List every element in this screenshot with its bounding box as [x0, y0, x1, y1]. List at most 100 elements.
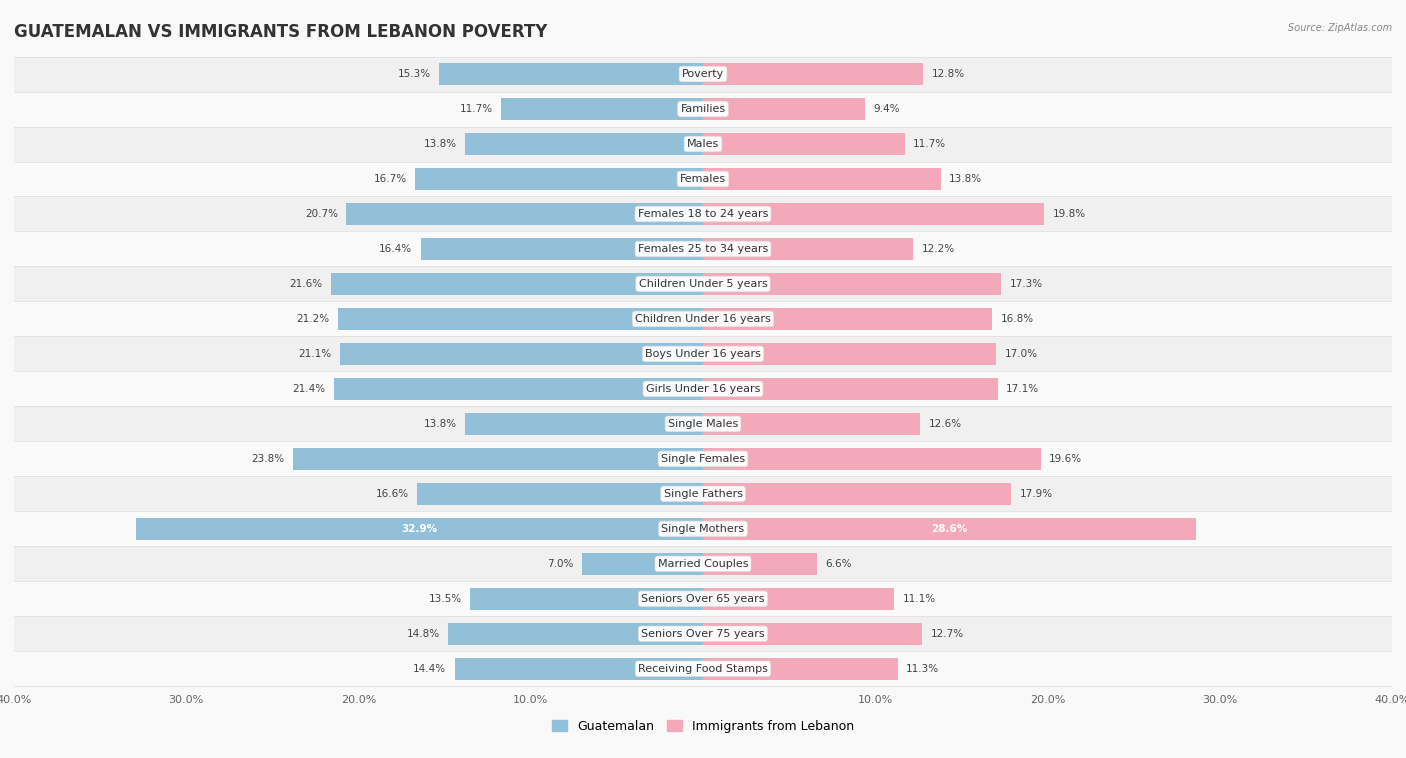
Text: 7.0%: 7.0% — [547, 559, 574, 568]
Bar — [703, 588, 894, 609]
Text: Females 18 to 24 years: Females 18 to 24 years — [638, 209, 768, 219]
Bar — [14, 92, 1392, 127]
Text: 13.5%: 13.5% — [429, 594, 461, 604]
Bar — [502, 99, 703, 120]
Bar — [136, 518, 703, 540]
Text: 19.8%: 19.8% — [1053, 209, 1085, 219]
Bar — [465, 133, 703, 155]
Text: 17.3%: 17.3% — [1010, 279, 1043, 289]
Bar — [703, 63, 924, 85]
Bar — [703, 518, 1195, 540]
Text: Girls Under 16 years: Girls Under 16 years — [645, 384, 761, 394]
Bar — [14, 512, 1392, 547]
Bar — [703, 413, 920, 435]
Bar — [415, 168, 703, 190]
Text: Receiving Food Stamps: Receiving Food Stamps — [638, 664, 768, 674]
Bar — [14, 127, 1392, 161]
Bar — [14, 581, 1392, 616]
Text: 16.7%: 16.7% — [374, 174, 406, 184]
Bar — [14, 406, 1392, 441]
Bar — [440, 63, 703, 85]
Text: 15.3%: 15.3% — [398, 69, 430, 79]
Text: Single Males: Single Males — [668, 419, 738, 429]
Text: Single Mothers: Single Mothers — [661, 524, 745, 534]
Text: 14.4%: 14.4% — [413, 664, 446, 674]
Bar — [14, 337, 1392, 371]
Text: 9.4%: 9.4% — [873, 104, 900, 114]
Bar — [449, 623, 703, 644]
Bar — [703, 483, 1011, 505]
Text: Boys Under 16 years: Boys Under 16 years — [645, 349, 761, 359]
Bar — [14, 371, 1392, 406]
Text: 12.8%: 12.8% — [932, 69, 965, 79]
Bar — [465, 413, 703, 435]
Text: 17.1%: 17.1% — [1007, 384, 1039, 394]
Text: 6.6%: 6.6% — [825, 559, 852, 568]
Bar — [418, 483, 703, 505]
Text: Females: Females — [681, 174, 725, 184]
Bar — [703, 308, 993, 330]
Bar — [14, 616, 1392, 651]
Text: 16.8%: 16.8% — [1001, 314, 1033, 324]
Text: 14.8%: 14.8% — [406, 629, 440, 639]
Bar — [14, 231, 1392, 267]
Text: 11.1%: 11.1% — [903, 594, 936, 604]
Bar — [14, 196, 1392, 231]
Bar — [471, 588, 703, 609]
Bar — [703, 378, 997, 399]
Bar — [703, 623, 922, 644]
Text: 13.8%: 13.8% — [423, 139, 457, 149]
Bar — [703, 238, 912, 260]
Text: 13.8%: 13.8% — [423, 419, 457, 429]
Bar — [703, 658, 897, 680]
Text: 21.2%: 21.2% — [297, 314, 329, 324]
Legend: Guatemalan, Immigrants from Lebanon: Guatemalan, Immigrants from Lebanon — [547, 715, 859, 738]
Bar — [703, 133, 904, 155]
Text: 17.0%: 17.0% — [1004, 349, 1038, 359]
Text: 11.7%: 11.7% — [912, 139, 946, 149]
Bar — [14, 302, 1392, 337]
Bar — [14, 476, 1392, 512]
Text: Source: ZipAtlas.com: Source: ZipAtlas.com — [1288, 23, 1392, 33]
Text: Children Under 16 years: Children Under 16 years — [636, 314, 770, 324]
Bar — [337, 308, 703, 330]
Text: Single Females: Single Females — [661, 454, 745, 464]
Text: 16.6%: 16.6% — [375, 489, 409, 499]
Bar — [703, 168, 941, 190]
Bar — [703, 553, 817, 575]
Bar — [582, 553, 703, 575]
Bar — [14, 57, 1392, 92]
Text: Single Fathers: Single Fathers — [664, 489, 742, 499]
Bar — [703, 99, 865, 120]
Text: 17.9%: 17.9% — [1019, 489, 1053, 499]
Bar — [703, 203, 1045, 225]
Bar — [14, 161, 1392, 196]
Text: 12.6%: 12.6% — [928, 419, 962, 429]
Text: 19.6%: 19.6% — [1049, 454, 1083, 464]
Bar — [703, 448, 1040, 470]
Text: 20.7%: 20.7% — [305, 209, 337, 219]
Text: 12.2%: 12.2% — [922, 244, 955, 254]
Text: 12.7%: 12.7% — [931, 629, 963, 639]
Text: 13.8%: 13.8% — [949, 174, 983, 184]
Text: Seniors Over 75 years: Seniors Over 75 years — [641, 629, 765, 639]
Bar — [14, 441, 1392, 476]
Text: 32.9%: 32.9% — [402, 524, 437, 534]
Bar — [14, 267, 1392, 302]
Bar — [456, 658, 703, 680]
Bar — [14, 651, 1392, 686]
Bar — [14, 547, 1392, 581]
Text: 23.8%: 23.8% — [252, 454, 284, 464]
Bar — [703, 343, 995, 365]
Text: 16.4%: 16.4% — [378, 244, 412, 254]
Text: Females 25 to 34 years: Females 25 to 34 years — [638, 244, 768, 254]
Text: Married Couples: Married Couples — [658, 559, 748, 568]
Text: GUATEMALAN VS IMMIGRANTS FROM LEBANON POVERTY: GUATEMALAN VS IMMIGRANTS FROM LEBANON PO… — [14, 23, 547, 41]
Text: Males: Males — [688, 139, 718, 149]
Text: 28.6%: 28.6% — [931, 524, 967, 534]
Text: Poverty: Poverty — [682, 69, 724, 79]
Bar — [292, 448, 703, 470]
Text: Families: Families — [681, 104, 725, 114]
Bar — [703, 273, 1001, 295]
Text: 21.1%: 21.1% — [298, 349, 330, 359]
